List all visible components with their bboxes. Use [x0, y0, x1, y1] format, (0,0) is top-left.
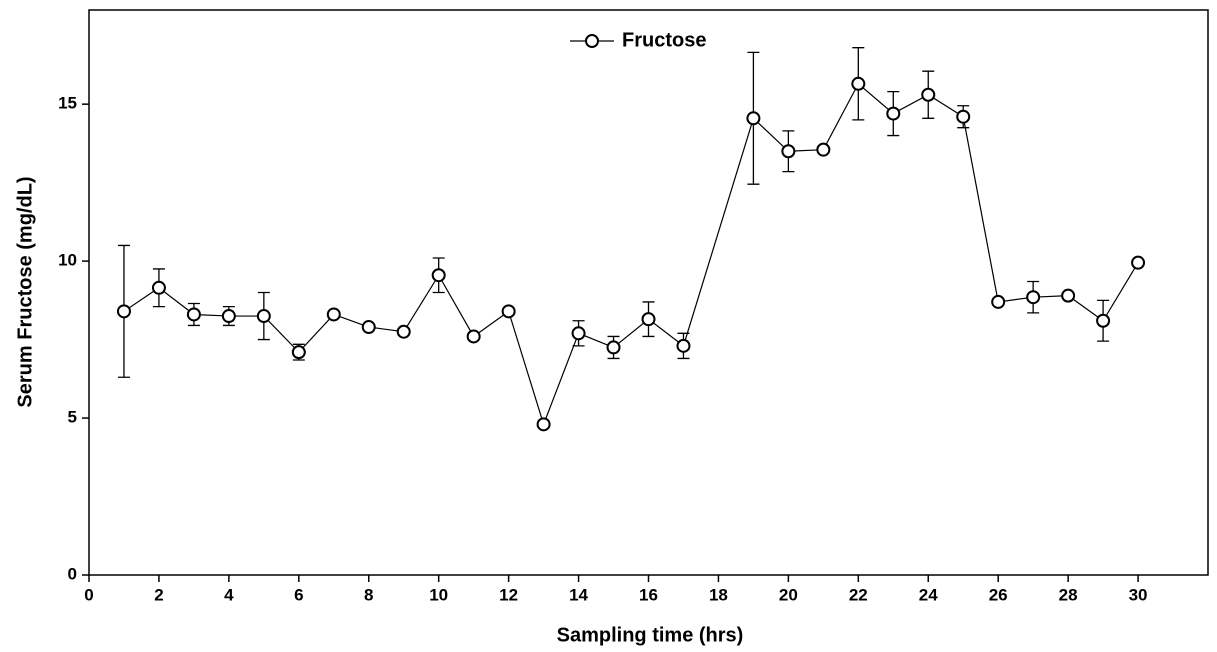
y-axis-label: Serum Fructose (mg/dL) [14, 176, 36, 407]
y-tick-label: 0 [68, 564, 77, 583]
data-point [816, 142, 831, 157]
x-tick-label: 10 [429, 585, 448, 604]
x-tick-label: 0 [84, 585, 93, 604]
data-point [536, 417, 551, 432]
y-tick-label: 5 [68, 408, 77, 427]
data-point [1026, 290, 1041, 305]
x-tick-label: 24 [919, 585, 938, 604]
x-tick-label: 12 [499, 585, 518, 604]
data-point [501, 304, 516, 319]
x-tick-label: 14 [569, 585, 588, 604]
x-tick-label: 28 [1059, 585, 1078, 604]
legend-label: Fructose [622, 29, 706, 51]
data-point [221, 309, 236, 324]
data-point [781, 144, 796, 159]
x-tick-label: 18 [709, 585, 728, 604]
x-tick-label: 22 [849, 585, 868, 604]
data-point [921, 87, 936, 102]
x-tick-label: 20 [779, 585, 798, 604]
data-point [571, 326, 586, 341]
data-point [991, 294, 1006, 309]
data-point [851, 76, 866, 91]
data-point [186, 307, 201, 322]
x-tick-label: 4 [224, 585, 234, 604]
x-axis-label: Sampling time (hrs) [557, 624, 744, 646]
data-point [466, 329, 481, 344]
data-point [1096, 313, 1111, 328]
data-point [396, 324, 411, 339]
x-tick-label: 6 [294, 585, 303, 604]
data-point [361, 320, 376, 335]
data-point [746, 111, 761, 126]
x-tick-label: 26 [989, 585, 1008, 604]
x-tick-label: 2 [154, 585, 163, 604]
data-point [151, 280, 166, 295]
x-tick-label: 16 [639, 585, 658, 604]
x-tick-label: 8 [364, 585, 373, 604]
y-tick-label: 10 [58, 251, 77, 270]
data-point [291, 345, 306, 360]
x-tick-label: 30 [1129, 585, 1148, 604]
data-point [431, 268, 446, 283]
data-point [256, 309, 271, 324]
data-point [116, 304, 131, 319]
data-point [641, 312, 656, 327]
data-line [123, 82, 1139, 427]
data-point [886, 106, 901, 121]
y-tick-label: 15 [58, 94, 77, 113]
data-point [676, 338, 691, 353]
data-point [1131, 255, 1146, 270]
legend-marker [585, 34, 599, 48]
data-point [956, 109, 971, 124]
plot-frame [88, 9, 1209, 576]
data-point [1061, 288, 1076, 303]
data-point [606, 340, 621, 355]
data-point [326, 307, 341, 322]
